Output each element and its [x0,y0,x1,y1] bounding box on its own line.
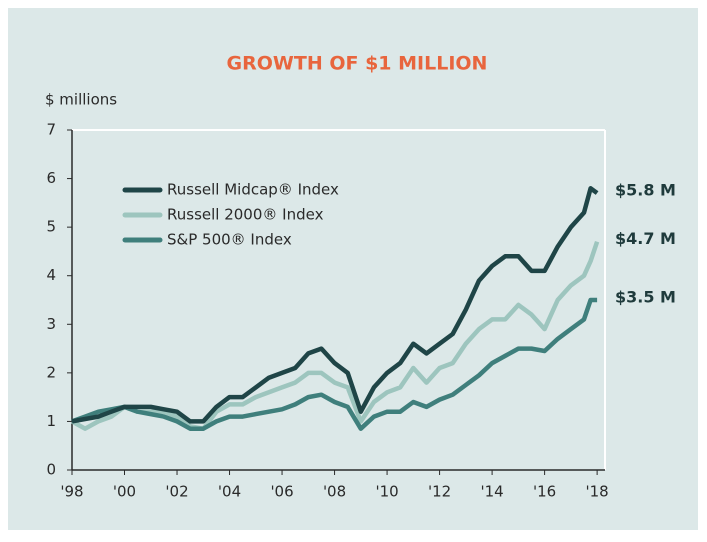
x-tick-label: '08 [323,483,346,501]
legend-label: S&P 500® Index [167,231,292,249]
end-label: $3.5 M [615,288,676,307]
y-tick-label: 1 [46,412,56,430]
end-label: $5.8 M [615,181,676,200]
x-tick-label: '14 [480,483,503,501]
panel [8,8,698,530]
y-axis-label: $ millions [45,91,117,109]
x-tick-label: '10 [375,483,398,501]
y-tick-label: 3 [46,315,56,333]
y-tick-label: 0 [46,461,56,479]
chart-title: GROWTH OF $1 MILLION [227,53,488,75]
end-label: $4.7 M [615,229,676,248]
series-line [71,186,599,424]
x-tick-label: '02 [165,483,188,501]
x-tick-label: '04 [218,483,241,501]
y-tick-label: 2 [46,363,56,381]
y-tick-label: 5 [46,218,56,236]
x-tick-label: '18 [586,483,609,501]
series-line [70,240,600,431]
x-tick-label: '12 [428,483,451,501]
y-tick-label: 7 [46,121,56,139]
y-tick-label: 6 [46,169,56,187]
x-tick-label: '06 [270,483,293,501]
legend-label: Russell Midcap® Index [167,181,339,199]
legend-label: Russell 2000® Index [167,206,324,224]
x-tick-label: '00 [113,483,136,501]
series-line [71,297,598,431]
y-tick-label: 4 [46,266,56,284]
x-tick-label: '16 [533,483,556,501]
x-tick-label: '98 [60,483,83,501]
